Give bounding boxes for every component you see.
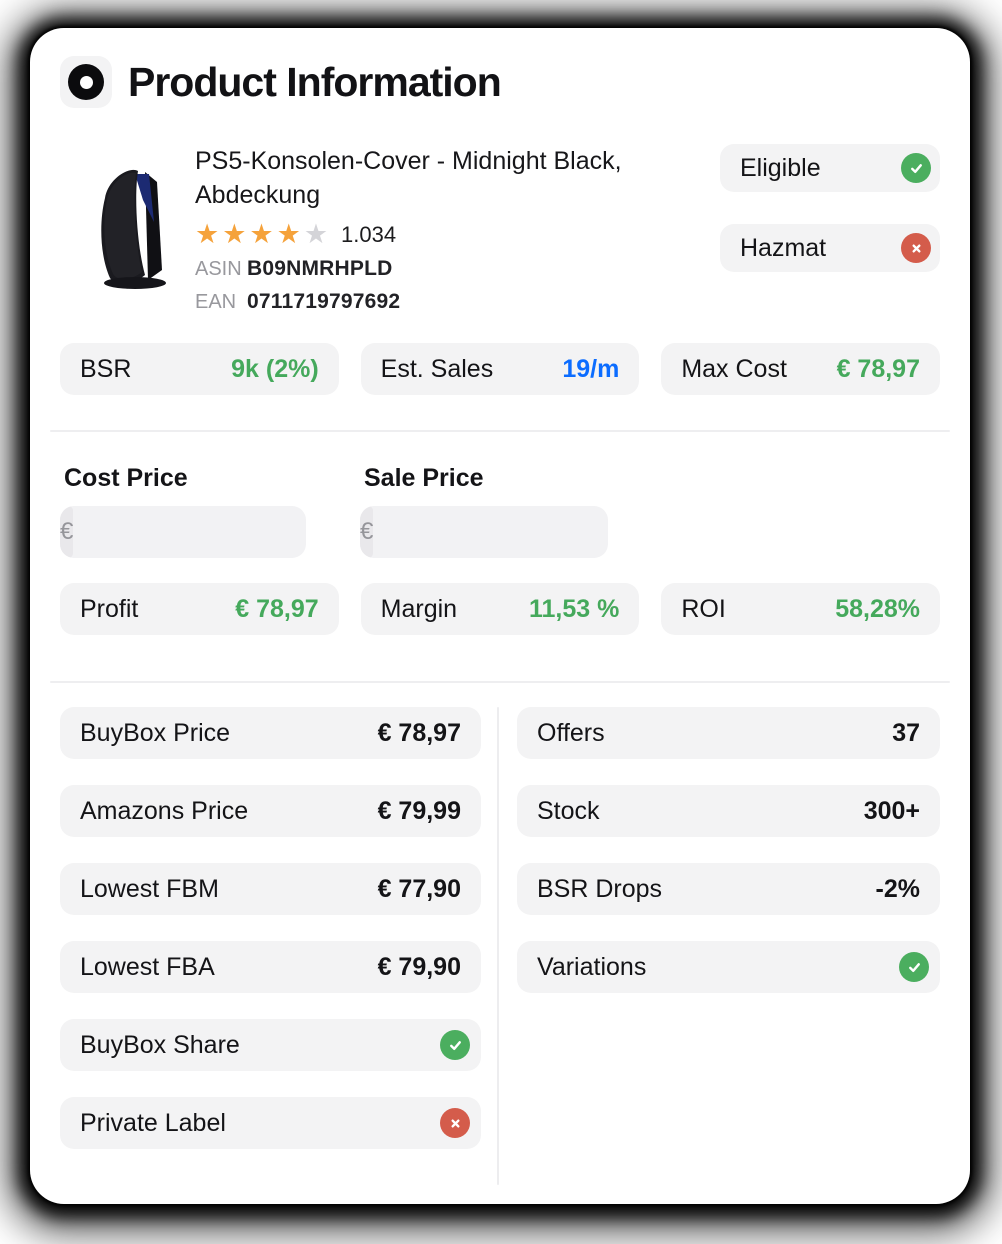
details-section: BuyBox Price € 78,97 Amazons Price € 79,… xyxy=(60,707,940,1185)
cross-icon xyxy=(440,1108,470,1138)
private-label-row: Private Label xyxy=(60,1097,481,1149)
page-title: Product Information xyxy=(128,58,502,105)
buybox-share-label: BuyBox Share xyxy=(80,1030,240,1059)
amazons-price-value: € 79,99 xyxy=(377,796,461,825)
asin-value: B09NMRHPLD xyxy=(247,257,393,280)
margin-label: Margin xyxy=(380,594,458,623)
stock-row: Stock 300+ xyxy=(517,785,940,837)
amazons-price-row: Amazons Price € 79,99 xyxy=(60,785,481,837)
lowest-fbm-row: Lowest FBM € 77,90 xyxy=(60,863,481,915)
private-label-label: Private Label xyxy=(80,1108,226,1137)
eligible-label: Eligible xyxy=(740,153,821,182)
hazmat-label: Hazmat xyxy=(740,233,827,262)
asin-label: ASIN xyxy=(195,258,242,280)
profit-value: € 78,97 xyxy=(235,594,319,623)
check-icon xyxy=(901,153,931,183)
variations-label: Variations xyxy=(537,952,647,981)
amazons-price-label: Amazons Price xyxy=(80,796,249,825)
check-icon xyxy=(899,952,929,982)
lowest-fba-row: Lowest FBA € 79,90 xyxy=(60,941,481,993)
lowest-fba-label: Lowest FBA xyxy=(80,952,215,981)
bsr-drops-row: BSR Drops -2% xyxy=(517,863,940,915)
est-sales-label: Est. Sales xyxy=(380,354,494,383)
badge-column: Eligible Hazmat xyxy=(720,144,940,272)
variations-row: Variations xyxy=(517,941,940,993)
check-icon xyxy=(440,1030,470,1060)
stock-label: Stock xyxy=(537,796,600,825)
lowest-fba-value: € 79,90 xyxy=(377,952,461,981)
product-summary: PS5-Konsolen-Cover - Midnight Black, Abd… xyxy=(60,144,940,314)
bsr-stat: BSR 9k (2%) xyxy=(60,343,339,395)
divider xyxy=(50,681,950,683)
sale-price-input-box: € xyxy=(360,506,608,558)
roi-label: ROI xyxy=(681,594,726,623)
bsr-value: 9k (2%) xyxy=(231,354,319,383)
ean-row: EAN 0711719797692 xyxy=(195,290,720,314)
rating-row: ★★★★ ★ 1.034 xyxy=(195,221,720,248)
divider xyxy=(50,430,950,432)
ean-label: EAN xyxy=(195,291,237,313)
lowest-fbm-label: Lowest FBM xyxy=(80,874,219,903)
profit-label: Profit xyxy=(80,594,139,623)
rating-count: 1.034 xyxy=(341,221,397,247)
roi-stat: ROI 58,28% xyxy=(661,583,940,635)
header: Product Information xyxy=(60,56,940,108)
max-cost-stat: Max Cost € 78,97 xyxy=(661,343,940,395)
product-image xyxy=(60,144,177,297)
app-logo-icon xyxy=(60,56,112,108)
sale-price-field: Sale Price € xyxy=(360,464,608,558)
ps5-console-image xyxy=(101,169,166,289)
buybox-price-row: BuyBox Price € 78,97 xyxy=(60,707,481,759)
cost-price-input-box: € xyxy=(60,506,306,558)
ean-value: 0711719797692 xyxy=(247,290,401,313)
cross-icon xyxy=(901,233,931,263)
buybox-share-row: BuyBox Share xyxy=(60,1019,481,1071)
star-empty-icon: ★ xyxy=(303,219,332,249)
bsr-drops-label: BSR Drops xyxy=(537,874,663,903)
profit-stat: Profit € 78,97 xyxy=(60,583,339,635)
max-cost-label: Max Cost xyxy=(681,354,787,383)
product-title: PS5-Konsolen-Cover - Midnight Black, Abd… xyxy=(195,147,622,209)
bsr-drops-value: -2% xyxy=(875,874,920,903)
product-info: PS5-Konsolen-Cover - Midnight Black, Abd… xyxy=(177,144,720,314)
offers-value: 37 xyxy=(892,718,920,747)
cost-price-field: Cost Price € xyxy=(60,464,306,558)
details-right-column: Offers 37 Stock 300+ BSR Drops -2% Varia… xyxy=(517,707,940,1185)
sale-price-input[interactable] xyxy=(373,506,608,558)
asin-row: ASIN B09NMRHPLD xyxy=(195,257,720,281)
record-icon xyxy=(68,64,104,100)
pricing-inputs: Cost Price € Sale Price € xyxy=(60,464,940,558)
vertical-divider xyxy=(497,707,499,1185)
stock-value: 300+ xyxy=(863,796,920,825)
offers-row: Offers 37 xyxy=(517,707,940,759)
eligible-badge: Eligible xyxy=(720,144,940,192)
euro-currency-icon: € xyxy=(360,506,374,558)
bsr-label: BSR xyxy=(80,354,132,383)
star-filled-icons: ★★★★ xyxy=(195,219,304,249)
product-information-card: Product Information PS5-Konsolen-Cover -… xyxy=(30,28,970,1204)
profitability-row: Profit € 78,97 Margin 11,53 % ROI 58,28% xyxy=(60,583,940,635)
margin-stat: Margin 11,53 % xyxy=(360,583,640,635)
est-sales-value: 19/m xyxy=(562,354,620,383)
max-cost-value: € 78,97 xyxy=(836,354,920,383)
euro-currency-icon: € xyxy=(60,506,74,558)
details-left-column: BuyBox Price € 78,97 Amazons Price € 79,… xyxy=(60,707,481,1185)
stats-row: BSR 9k (2%) Est. Sales 19/m Max Cost € 7… xyxy=(60,343,940,395)
hazmat-badge: Hazmat xyxy=(720,224,940,272)
margin-value: 11,53 % xyxy=(528,594,620,623)
est-sales-stat: Est. Sales 19/m xyxy=(360,343,640,395)
sale-price-label: Sale Price xyxy=(364,464,484,492)
cost-price-input[interactable] xyxy=(73,506,306,558)
roi-value: 58,28% xyxy=(835,594,920,623)
buybox-price-value: € 78,97 xyxy=(377,718,461,747)
lowest-fbm-value: € 77,90 xyxy=(377,874,461,903)
buybox-price-label: BuyBox Price xyxy=(80,718,231,747)
cost-price-label: Cost Price xyxy=(64,464,188,492)
offers-label: Offers xyxy=(537,718,605,747)
